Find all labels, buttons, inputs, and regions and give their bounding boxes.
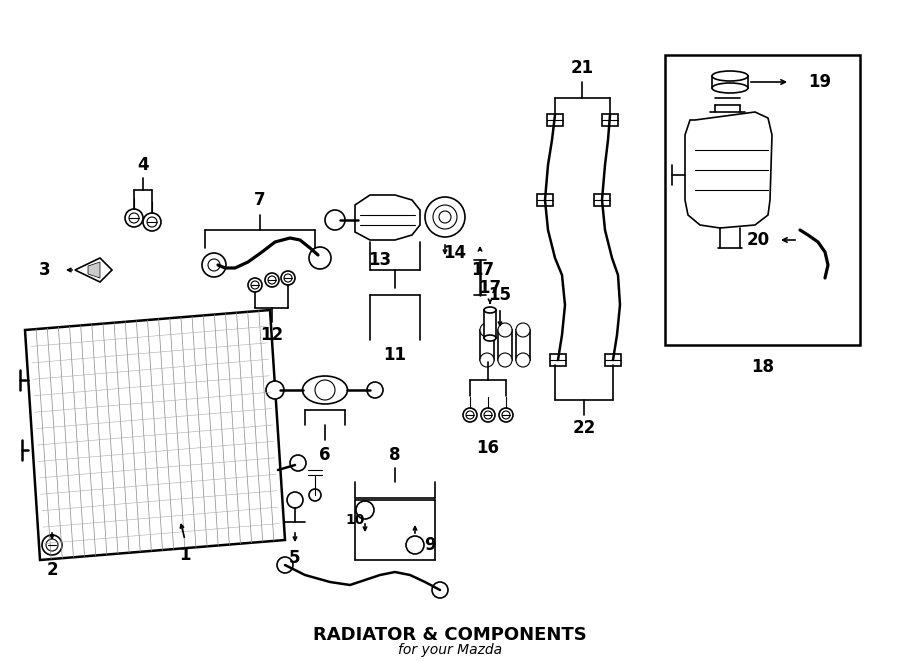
Text: 17: 17 <box>479 279 501 297</box>
Circle shape <box>480 353 494 367</box>
Bar <box>498 330 512 360</box>
Circle shape <box>481 408 495 422</box>
Text: 5: 5 <box>289 549 301 567</box>
Text: 14: 14 <box>444 244 466 262</box>
Circle shape <box>516 323 530 337</box>
Circle shape <box>265 273 279 287</box>
Text: 17: 17 <box>472 261 495 279</box>
Text: 1: 1 <box>179 546 191 564</box>
FancyBboxPatch shape <box>602 114 618 126</box>
Text: for your Mazda: for your Mazda <box>398 643 502 657</box>
FancyBboxPatch shape <box>605 354 621 366</box>
Text: 10: 10 <box>346 513 365 527</box>
Ellipse shape <box>712 83 748 93</box>
FancyBboxPatch shape <box>547 114 563 126</box>
Polygon shape <box>25 310 285 560</box>
Circle shape <box>268 276 276 284</box>
Circle shape <box>266 381 284 399</box>
Circle shape <box>143 213 161 231</box>
Circle shape <box>248 278 262 292</box>
Circle shape <box>499 408 513 422</box>
Text: 7: 7 <box>254 191 266 209</box>
Bar <box>480 330 494 360</box>
Text: 19: 19 <box>808 73 832 91</box>
Circle shape <box>287 492 303 508</box>
Text: 3: 3 <box>40 261 50 279</box>
Polygon shape <box>88 262 100 278</box>
Text: 18: 18 <box>751 358 774 376</box>
FancyBboxPatch shape <box>537 194 553 206</box>
Circle shape <box>498 353 512 367</box>
Circle shape <box>466 411 474 419</box>
Text: RADIATOR & COMPONENTS: RADIATOR & COMPONENTS <box>313 626 587 644</box>
Text: 12: 12 <box>260 326 284 344</box>
Circle shape <box>309 247 331 269</box>
Circle shape <box>432 582 448 598</box>
Text: 6: 6 <box>320 446 331 464</box>
Text: 22: 22 <box>572 419 596 437</box>
Circle shape <box>309 489 321 501</box>
Circle shape <box>516 353 530 367</box>
Circle shape <box>425 197 465 237</box>
Circle shape <box>498 323 512 337</box>
Circle shape <box>356 501 374 519</box>
Circle shape <box>463 408 477 422</box>
Circle shape <box>284 274 292 282</box>
Circle shape <box>433 205 457 229</box>
Text: 2: 2 <box>46 561 58 579</box>
Circle shape <box>315 380 335 400</box>
Text: 4: 4 <box>137 156 148 174</box>
Circle shape <box>484 411 492 419</box>
Circle shape <box>325 210 345 230</box>
Bar <box>712 76 748 88</box>
Text: 20: 20 <box>746 231 769 249</box>
Bar <box>665 55 860 345</box>
Text: 16: 16 <box>476 439 500 457</box>
Circle shape <box>42 535 62 555</box>
Polygon shape <box>75 258 112 282</box>
Bar <box>516 330 530 360</box>
FancyBboxPatch shape <box>550 354 566 366</box>
Ellipse shape <box>484 307 496 313</box>
Circle shape <box>290 455 306 471</box>
Circle shape <box>277 557 293 573</box>
Polygon shape <box>355 195 420 240</box>
Circle shape <box>406 536 424 554</box>
Circle shape <box>281 271 295 285</box>
Circle shape <box>502 411 510 419</box>
Bar <box>484 310 496 338</box>
Ellipse shape <box>484 335 496 341</box>
Text: 11: 11 <box>383 346 407 364</box>
Text: 21: 21 <box>571 59 594 77</box>
Text: 9: 9 <box>424 536 436 554</box>
Circle shape <box>251 281 259 289</box>
Text: 15: 15 <box>489 286 511 304</box>
Text: 8: 8 <box>389 446 400 464</box>
FancyBboxPatch shape <box>594 194 610 206</box>
Circle shape <box>125 209 143 227</box>
Circle shape <box>367 382 383 398</box>
Circle shape <box>147 217 157 227</box>
Circle shape <box>439 211 451 223</box>
Circle shape <box>129 213 139 223</box>
Polygon shape <box>685 112 772 228</box>
Circle shape <box>480 323 494 337</box>
Circle shape <box>208 259 220 271</box>
Ellipse shape <box>302 376 347 404</box>
Text: 13: 13 <box>368 251 392 269</box>
Ellipse shape <box>712 71 748 81</box>
Circle shape <box>202 253 226 277</box>
Circle shape <box>46 539 58 551</box>
